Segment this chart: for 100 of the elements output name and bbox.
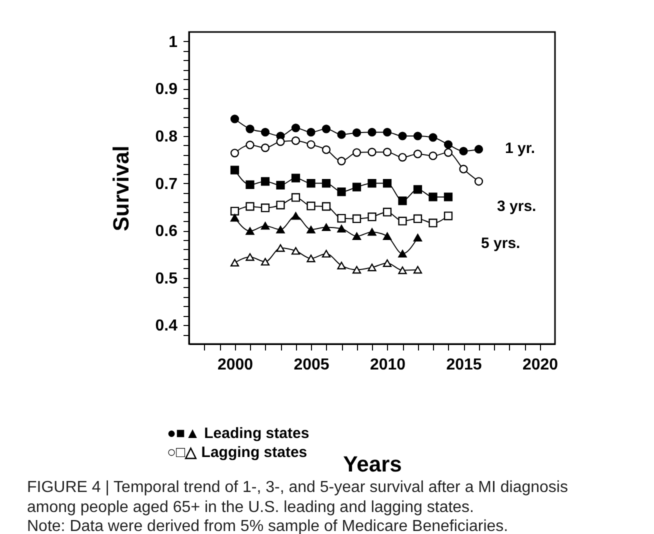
point (230, 206, 240, 216)
point (398, 196, 407, 206)
point (260, 144, 270, 152)
point (444, 148, 453, 157)
point (246, 180, 254, 189)
point (382, 128, 392, 137)
point (368, 148, 376, 156)
y-tick-label: 0.8 (155, 128, 178, 146)
point (474, 144, 484, 154)
x-tick-label: 2020 (522, 356, 558, 374)
point (276, 244, 285, 252)
point (337, 224, 346, 232)
point (474, 177, 484, 186)
point (322, 250, 331, 258)
point (368, 228, 376, 236)
point (260, 222, 270, 230)
point (276, 200, 285, 210)
point (322, 202, 331, 211)
annotation: 1 yr. (505, 140, 536, 157)
point (246, 227, 254, 235)
point (398, 216, 407, 226)
point (398, 152, 407, 162)
point (413, 150, 422, 158)
point (291, 174, 300, 182)
annotation: 3 yrs. (497, 198, 536, 215)
y-tick-label: 0.7 (155, 176, 178, 193)
point (246, 124, 254, 134)
y-tick-label: 0.9 (155, 81, 178, 98)
point (368, 212, 376, 222)
point (352, 182, 362, 192)
point (230, 148, 240, 158)
point (382, 232, 392, 240)
point (413, 234, 422, 242)
point (368, 178, 376, 188)
point (260, 128, 270, 137)
point (444, 212, 453, 220)
point (382, 259, 392, 267)
y-tick-label: 0.5 (155, 270, 178, 288)
point (306, 226, 316, 234)
point (337, 156, 346, 166)
x-tick-label: 2015 (446, 356, 482, 374)
point (352, 266, 362, 274)
point (337, 214, 346, 223)
point (306, 128, 316, 137)
text: ●■▲ Leading states (167, 425, 310, 442)
x-axis-title: Years (343, 452, 402, 476)
point (306, 202, 316, 210)
point (306, 254, 316, 262)
point (413, 266, 422, 274)
point (398, 266, 407, 274)
point (246, 202, 254, 211)
point (352, 232, 362, 240)
text: among people aged 65+ in the U.S. leading and lagging states. (27, 499, 474, 516)
point (230, 258, 240, 266)
point (428, 218, 438, 228)
point (352, 214, 362, 224)
x-tick-label: 2005 (294, 356, 330, 374)
y-tick-label: 0.4 (155, 318, 178, 335)
point (459, 146, 468, 156)
point (260, 258, 270, 266)
point (276, 226, 285, 234)
point (230, 214, 240, 222)
point (444, 140, 453, 149)
point (382, 148, 392, 156)
point (352, 128, 362, 137)
caption: FIGURE 4 | Temporal trend of 1-, 3-, and 5-year survival after a MI diagnosis (27, 479, 568, 496)
point (459, 164, 468, 174)
point (276, 180, 285, 190)
point (413, 214, 422, 224)
annotation: 5 yrs. (481, 235, 520, 252)
point (428, 192, 438, 202)
y-axis-title: Survival (108, 146, 134, 232)
point (382, 178, 392, 188)
point (230, 114, 240, 124)
point (337, 130, 346, 139)
point (291, 212, 300, 220)
point (337, 262, 346, 270)
point (398, 132, 407, 140)
point (291, 247, 300, 255)
point (260, 204, 270, 212)
point (382, 208, 392, 216)
y-tick-label: 0.6 (155, 223, 178, 240)
text: ○□△ Lagging states (167, 444, 308, 461)
point (322, 124, 331, 134)
point (230, 166, 240, 174)
point (322, 145, 331, 154)
point (246, 140, 254, 150)
point (368, 264, 376, 272)
text: Note: Data were derived from 5% sample of Medicare Beneficiaries. (27, 518, 508, 534)
point (291, 124, 300, 132)
x-tick-label: 2000 (217, 356, 254, 374)
point (246, 253, 254, 261)
point (291, 136, 300, 146)
point (306, 178, 316, 188)
point (352, 148, 362, 157)
point (413, 132, 422, 140)
point (322, 223, 331, 232)
point (368, 128, 376, 137)
point (428, 133, 438, 142)
point (413, 185, 422, 194)
